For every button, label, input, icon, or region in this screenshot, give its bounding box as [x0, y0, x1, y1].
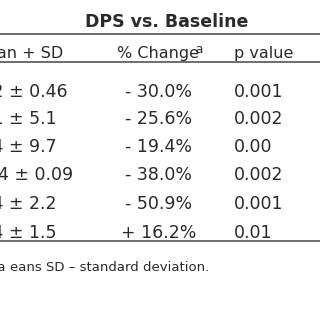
Text: 0.01: 0.01 — [234, 224, 272, 242]
Text: 0.001: 0.001 — [234, 195, 283, 213]
Text: eans SD – standard deviation.: eans SD – standard deviation. — [10, 261, 209, 274]
Text: - 50.9%: - 50.9% — [125, 195, 192, 213]
Text: - 30.0%: - 30.0% — [125, 83, 192, 101]
Text: - 38.0%: - 38.0% — [125, 166, 192, 184]
Text: p value: p value — [234, 46, 293, 61]
Text: ean + SD: ean + SD — [0, 46, 63, 61]
Text: 0.002: 0.002 — [234, 110, 283, 128]
Text: 24 ± 0.09: 24 ± 0.09 — [0, 166, 73, 184]
Text: DPS vs. Baseline: DPS vs. Baseline — [85, 13, 248, 31]
Text: - 19.4%: - 19.4% — [125, 138, 192, 156]
Text: a: a — [0, 261, 4, 274]
Text: .2 ± 0.46: .2 ± 0.46 — [0, 83, 68, 101]
Text: .1 ± 5.1: .1 ± 5.1 — [0, 110, 57, 128]
Text: % Change: % Change — [117, 46, 199, 61]
Text: .4 ± 2.2: .4 ± 2.2 — [0, 195, 57, 213]
Text: + 16.2%: + 16.2% — [121, 224, 196, 242]
Text: .4 ± 1.5: .4 ± 1.5 — [0, 224, 57, 242]
Text: .4 ± 9.7: .4 ± 9.7 — [0, 138, 57, 156]
Text: 0.002: 0.002 — [234, 166, 283, 184]
Text: 0.001: 0.001 — [234, 83, 283, 101]
Text: - 25.6%: - 25.6% — [125, 110, 192, 128]
Text: 0.00: 0.00 — [234, 138, 272, 156]
Text: a: a — [195, 43, 203, 56]
